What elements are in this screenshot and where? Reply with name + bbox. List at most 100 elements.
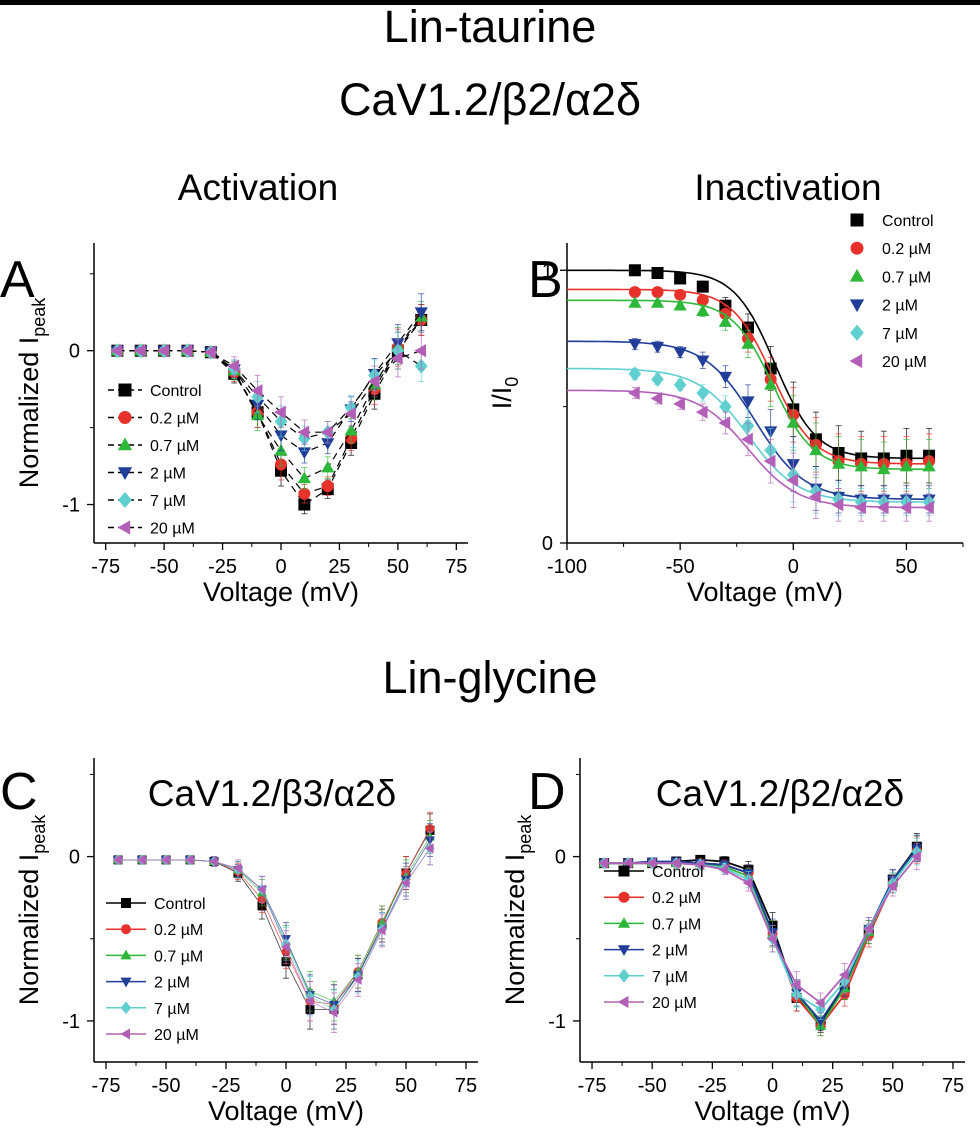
top-border: [0, 0, 980, 5]
x-tick-label: -75: [92, 1075, 121, 1097]
series-20-m: [567, 386, 934, 522]
data-point: [786, 416, 800, 428]
x-tick-label: 25: [335, 1075, 357, 1097]
legend-label: 2 µM: [150, 466, 186, 483]
data-point: [256, 884, 266, 895]
data-point: [328, 1007, 338, 1018]
x-tick-label: 50: [895, 556, 917, 578]
legend-item-control: Control: [850, 213, 934, 230]
legend-label: 20 µM: [150, 521, 195, 538]
y-axis-label: I/I0: [487, 377, 522, 410]
legend-item-20-m: 20 µM: [604, 995, 697, 1012]
legend-marker: [118, 491, 132, 509]
legend-label: 0.2 µM: [154, 922, 203, 939]
legend-label: 7 µM: [150, 493, 186, 510]
figure-title: Lin-taurine: [383, 1, 597, 52]
legend-label: 0.7 µM: [882, 269, 931, 286]
data-point: [718, 864, 729, 876]
data-point: [831, 457, 846, 469]
data-point: [208, 856, 218, 867]
series-0-2-m: [567, 286, 936, 492]
legend-label: Control: [150, 383, 202, 400]
data-point: [203, 345, 216, 359]
y-axis-label: Normalized Ipeak: [500, 814, 535, 1006]
legend-item-0-7-m: 0.7 µM: [604, 916, 701, 933]
x-tick-label: 0: [280, 1075, 291, 1097]
x-tick-label: -50: [152, 1075, 181, 1097]
data-point: [424, 843, 434, 854]
legend-marker: [617, 917, 631, 928]
fit-curve: [567, 389, 930, 509]
data-point: [673, 377, 687, 393]
x-tick-label: 50: [387, 556, 409, 578]
legend-marker: [618, 968, 630, 983]
legend-marker: [121, 924, 131, 935]
data-point: [651, 286, 664, 299]
legend-marker: [618, 865, 630, 877]
data-point: [232, 863, 242, 874]
legend-item-7-m: 7 µM: [850, 324, 918, 343]
legend-marker: [120, 1001, 132, 1015]
data-point: [922, 500, 934, 515]
x-tick-label: 25: [822, 1075, 844, 1097]
data-point: [922, 459, 936, 472]
data-point: [320, 425, 333, 439]
x-tick-label: 25: [328, 556, 350, 578]
legend-marker: [118, 411, 132, 424]
legend-marker: [117, 437, 133, 451]
series-20-m: [598, 843, 921, 1014]
legend-marker: [850, 324, 864, 341]
legend-marker: [120, 949, 132, 960]
data-point: [766, 933, 777, 945]
series-line: [604, 856, 918, 1005]
data-point: [854, 459, 868, 472]
panel-d: D CaV1.2/β2/α2δ-75 -50 -25 0 25 50 75-10Voltage…: [500, 758, 965, 1126]
data-point: [321, 438, 335, 450]
x-tick-label: -25: [208, 556, 237, 578]
data-point: [831, 498, 844, 512]
data-point: [321, 460, 335, 473]
y-tick-label: -1: [548, 1011, 566, 1033]
data-point: [157, 344, 169, 358]
data-point: [718, 371, 732, 384]
x-axis-label: Voltage (mV): [687, 577, 843, 607]
legend-item-0-2-m: 0.2 µM: [850, 241, 931, 258]
legend-marker: [617, 995, 629, 1009]
data-point: [854, 500, 866, 515]
legend-label: 2 µM: [154, 975, 190, 992]
data-point: [863, 923, 873, 935]
data-point: [790, 979, 801, 991]
legend-item-2-m: 2 µM: [604, 943, 688, 960]
data-point: [877, 462, 891, 475]
legend-marker: [849, 299, 865, 313]
legend: Control 0.2 µM 0.7 µM 2 µM 7 µM 20 µM: [106, 896, 206, 1044]
legend-item-20-m: 20 µM: [108, 520, 195, 538]
data-point: [304, 996, 314, 1007]
x-tick-label: 75: [445, 556, 467, 578]
x-tick-label: 50: [882, 1075, 904, 1097]
data-point: [136, 854, 146, 865]
legend: Control 0.2 µM 0.7 µM 2 µM 7 µM 20 µM: [108, 383, 202, 538]
legend-item-0-7-m: 0.7 µM: [106, 948, 203, 965]
panel-letter: A: [0, 251, 35, 309]
legend-label: Control: [882, 213, 934, 230]
y-axis-label: Normalized Ipeak: [14, 814, 49, 1006]
data-point: [628, 264, 641, 277]
legend-item-2-m: 2 µM: [106, 975, 190, 992]
x-tick-label: -75: [91, 556, 120, 578]
legend-label: Control: [154, 896, 206, 913]
legend-item-0-7-m: 0.7 µM: [108, 437, 199, 455]
data-point: [696, 280, 709, 293]
data-point: [741, 337, 755, 349]
data-point: [274, 405, 286, 419]
data-point: [899, 459, 914, 472]
legend: Control 0.2 µM 0.7 µM 2 µM 7 µM 20 µM: [849, 213, 934, 371]
y-axis-label-subscript: peak: [515, 814, 535, 854]
section-title-lin-glycine: Lin-glycine: [382, 652, 598, 703]
data-point: [133, 344, 146, 358]
series-2-m: [598, 834, 923, 1032]
legend-label: 2 µM: [652, 943, 688, 960]
series-line: [118, 848, 431, 1014]
legend-marker: [117, 520, 131, 535]
data-point: [887, 880, 897, 892]
